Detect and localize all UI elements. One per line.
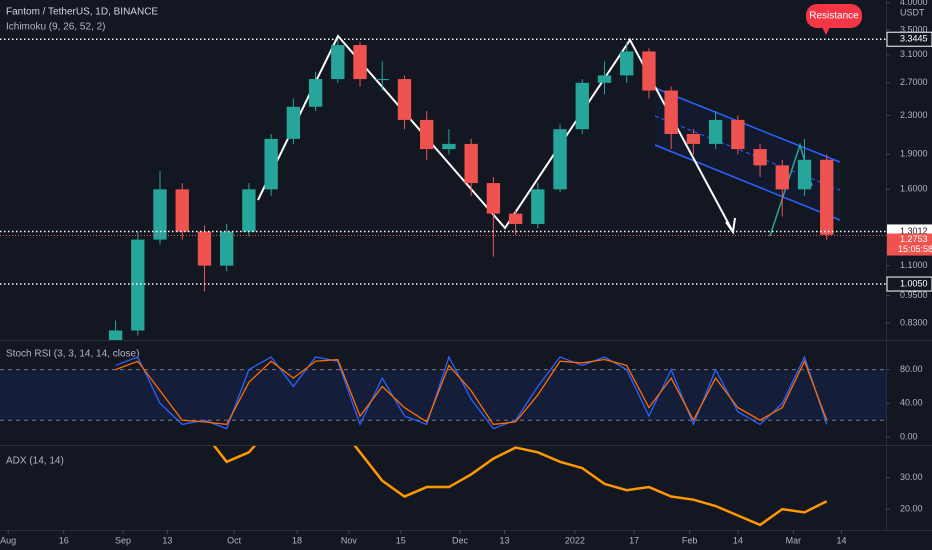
channel-mid	[654, 115, 841, 191]
candle-body	[197, 231, 212, 266]
candle-body	[597, 75, 612, 83]
y-tick-label: 20.00	[900, 504, 923, 514]
candle-body	[442, 143, 456, 150]
y-tick-label: 2.3000	[900, 110, 928, 120]
series-line	[212, 446, 828, 527]
band-fill	[0, 369, 886, 421]
x-tick-label: 16	[59, 535, 69, 545]
candle-body	[797, 159, 812, 190]
candle-body	[553, 129, 567, 190]
y-tick-label: 0.8300	[900, 317, 928, 327]
x-tick-label: Oct	[227, 535, 242, 545]
y-tick-label: 1.1000	[900, 260, 928, 270]
series-line	[115, 355, 828, 430]
y-tick-label: 1.6000	[900, 184, 928, 194]
x-tick-label: 2022	[565, 535, 585, 545]
y-tick-label: 4.0000	[900, 0, 928, 7]
x-tick-label: Aug	[0, 535, 16, 545]
indicator-label: Stoch RSI (3, 3, 14, 14, close)	[6, 349, 139, 360]
price-line-label: 3.3445	[900, 34, 928, 44]
y-tick-label: 1.9000	[900, 149, 928, 159]
x-tick-label: Feb	[682, 535, 698, 545]
candle-body	[131, 239, 145, 331]
candle-body	[108, 330, 123, 340]
note-text: Resistance	[809, 11, 859, 22]
candle-body	[331, 45, 345, 80]
candle-body	[264, 138, 278, 190]
candle-body	[642, 51, 656, 91]
y-tick-label: 0.9500	[900, 290, 928, 300]
x-tick-label: 17	[629, 535, 639, 545]
candle-body	[775, 165, 789, 190]
indicator-label: Ichimoku (9, 26, 52, 2)	[6, 22, 106, 33]
x-tick-label: 13	[499, 535, 509, 545]
candle-body	[731, 119, 745, 150]
note-tail	[822, 27, 830, 35]
candle-body	[220, 231, 234, 266]
channel-line	[654, 87, 841, 163]
y-tick-label: 40.00	[900, 398, 923, 408]
drawings	[257, 34, 841, 237]
resistance-note[interactable]: Resistance	[806, 4, 862, 35]
y-tick-label: 0.00	[900, 431, 918, 441]
candle-body	[175, 189, 189, 232]
candle-body	[242, 189, 256, 232]
channel-fill	[655, 88, 840, 220]
chart-title: Fantom / TetherUS, 1D, BINANCE	[6, 7, 158, 18]
y-tick-label: 80.00	[900, 364, 923, 374]
x-tick-label: 15	[396, 535, 406, 545]
candle-body	[686, 133, 701, 144]
candle-body	[753, 149, 767, 166]
candle-body	[531, 189, 545, 224]
price-line-label: 1.0050	[900, 278, 928, 288]
candle-body	[664, 90, 678, 134]
price-line-box	[886, 276, 932, 292]
channel-line	[654, 144, 841, 221]
last-price-box	[887, 233, 932, 256]
price-line-box	[886, 31, 932, 47]
y-tick-label: 30.00	[900, 472, 923, 482]
currency-label: USDT	[900, 7, 925, 17]
candle-body	[820, 159, 834, 235]
candle-body	[575, 82, 589, 130]
x-tick-label: 14	[837, 535, 847, 545]
candle-body	[508, 213, 523, 224]
x-tick-label: Dec	[452, 535, 469, 545]
candle-body	[375, 79, 389, 81]
x-tick-label: 14	[733, 535, 743, 545]
series-line	[115, 358, 828, 426]
candle-body	[620, 51, 634, 76]
indicator-label: ADX (14, 14)	[6, 456, 64, 467]
x-tick-label: 18	[292, 535, 302, 545]
candles	[108, 38, 834, 340]
x-tick-label: 13	[162, 535, 172, 545]
candle-body	[420, 119, 434, 150]
last-price-label: 1.2753	[900, 234, 928, 244]
y-tick-label: 3.1000	[900, 49, 928, 59]
note-bubble	[806, 4, 862, 28]
x-tick-label: Nov	[341, 535, 358, 545]
candle-body	[708, 119, 723, 144]
candle-body	[153, 189, 167, 240]
x-tick-label: Sep	[115, 535, 131, 545]
y-tick-label: 3.5000	[900, 24, 928, 34]
candle-body	[353, 45, 367, 80]
candle-body	[308, 79, 323, 107]
countdown-label: 15:05:58	[898, 244, 932, 254]
price-line-label: 1.3012	[900, 226, 928, 236]
candle-body	[397, 79, 412, 120]
candle-body	[286, 106, 301, 139]
x-tick-label: Mar	[786, 535, 802, 545]
candle-body	[464, 143, 478, 184]
candle-body	[486, 183, 501, 214]
y-tick-label: 2.7000	[900, 77, 928, 87]
